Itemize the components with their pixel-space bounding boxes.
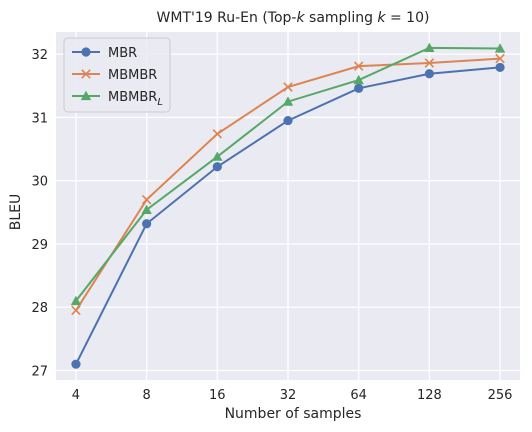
x-tick-label: 32 bbox=[280, 388, 297, 403]
x-mark bbox=[495, 53, 505, 64]
data-point bbox=[495, 53, 505, 64]
x-mark bbox=[353, 61, 364, 71]
y-axis-title: BLEU bbox=[8, 194, 24, 231]
data-point bbox=[71, 305, 81, 316]
data-point bbox=[283, 82, 293, 92]
data-point bbox=[141, 194, 152, 205]
data-point bbox=[495, 62, 505, 73]
legend: MBR MBMBR MBMBRL bbox=[63, 37, 171, 113]
data-point bbox=[71, 359, 81, 369]
x-mark bbox=[71, 305, 81, 316]
data-point bbox=[70, 295, 82, 306]
legend-label: MBMBR bbox=[108, 68, 157, 83]
series-mbr bbox=[71, 62, 505, 369]
data-point bbox=[212, 162, 222, 172]
data-point bbox=[283, 115, 293, 126]
x-mark bbox=[283, 82, 293, 92]
x-tick-label: 8 bbox=[142, 388, 150, 403]
legend-label: MBR bbox=[108, 46, 137, 61]
data-point bbox=[353, 74, 364, 85]
data-point bbox=[424, 58, 435, 68]
legend-item: MBMBRL bbox=[72, 90, 163, 108]
data-point bbox=[424, 42, 435, 52]
data-point bbox=[353, 61, 364, 71]
legend-label: MBMBRL bbox=[108, 90, 163, 108]
series bbox=[70, 42, 506, 369]
y-tick-label: 29 bbox=[31, 238, 48, 253]
data-point bbox=[141, 204, 152, 214]
data-point bbox=[212, 129, 223, 139]
x-tick-label: 4 bbox=[72, 388, 80, 403]
legend-marker bbox=[80, 90, 92, 101]
x-mark bbox=[81, 69, 91, 79]
chart-title: WMT'19 Ru-En (Top-k sampling k = 10) bbox=[157, 10, 430, 26]
data-point bbox=[424, 69, 434, 79]
data-point bbox=[494, 43, 506, 53]
y-tick-label: 32 bbox=[31, 48, 48, 63]
series-mbmbr bbox=[71, 53, 505, 316]
legend-marker bbox=[81, 69, 91, 79]
data-point bbox=[142, 219, 152, 229]
y-tick-label: 31 bbox=[31, 111, 48, 126]
x-tick-label: 128 bbox=[417, 388, 442, 403]
legend-item: MBR bbox=[72, 46, 137, 61]
y-tick-label: 28 bbox=[31, 301, 48, 316]
data-point bbox=[282, 96, 294, 106]
series-mbmbr-l bbox=[70, 42, 506, 306]
x-mark bbox=[212, 129, 223, 139]
x-tick-label: 64 bbox=[350, 388, 367, 403]
x-tick-label: 256 bbox=[488, 388, 513, 403]
data-point bbox=[354, 83, 364, 93]
x-tick-label: 16 bbox=[209, 388, 226, 403]
legend-marker bbox=[81, 47, 91, 57]
y-tick-label: 27 bbox=[31, 365, 48, 380]
x-mark bbox=[424, 58, 435, 68]
tick-labels: 27 28 29 30 31 32 4 8 16 32 64 128 256 bbox=[31, 48, 512, 403]
x-axis-title: Number of samples bbox=[225, 406, 362, 422]
x-mark bbox=[141, 194, 152, 205]
legend-item: MBMBR bbox=[72, 68, 157, 83]
y-tick-label: 30 bbox=[31, 175, 48, 190]
legend-box bbox=[63, 37, 171, 113]
data-point bbox=[212, 151, 223, 161]
